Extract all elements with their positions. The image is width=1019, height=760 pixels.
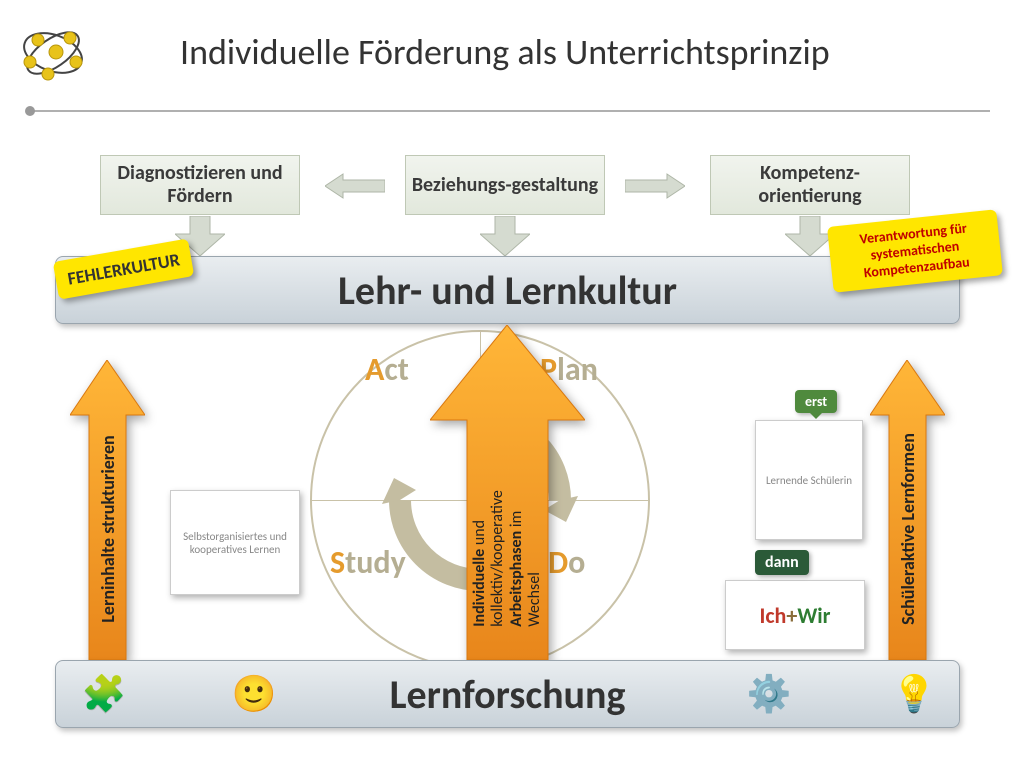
page-title: Individuelle Förderung als Unterrichtspr… xyxy=(180,30,830,74)
box-beziehungsgestaltung: Beziehungs-gestaltung xyxy=(405,155,605,215)
box-diagnostizieren: Diagnostizieren und Fördern xyxy=(100,155,300,215)
puzzle-icon: 🧩 xyxy=(80,670,128,718)
lightbulb-icon: 💡 xyxy=(890,670,938,718)
arrow-individuelle-kollektiv: Individuelle und kollektiv/kooperative A… xyxy=(430,325,585,660)
arrow-down-icon xyxy=(480,216,530,256)
logo-icon xyxy=(18,18,88,88)
student-photo: Lernende Schülerin xyxy=(755,420,863,540)
badge-erst: erst xyxy=(795,390,837,413)
ich-wir-logo: Ich+Wir xyxy=(725,580,865,650)
divider xyxy=(30,110,990,112)
bar-lernforschung: Lernforschung xyxy=(55,660,960,728)
gear-icon: ⚙️ xyxy=(745,670,793,718)
badge-dann: dann xyxy=(755,550,809,575)
sticky-verantwortung: Verantwortung für systematischen Kompete… xyxy=(827,209,1003,293)
mini-diagram-thumbnail: Selbstorganisiertes und kooperatives Ler… xyxy=(170,490,300,595)
arrow-left-icon xyxy=(325,172,385,200)
smiley-icon: 🙂 xyxy=(230,670,278,718)
arrow-schueleraktive: Schüleraktive Lernformen xyxy=(870,360,945,660)
box-kompetenzorientierung: Kompetenz-orientierung xyxy=(710,155,910,215)
arrow-lerninhalte: Lerninhalte strukturieren xyxy=(70,360,145,660)
arrow-right-icon xyxy=(625,172,685,200)
